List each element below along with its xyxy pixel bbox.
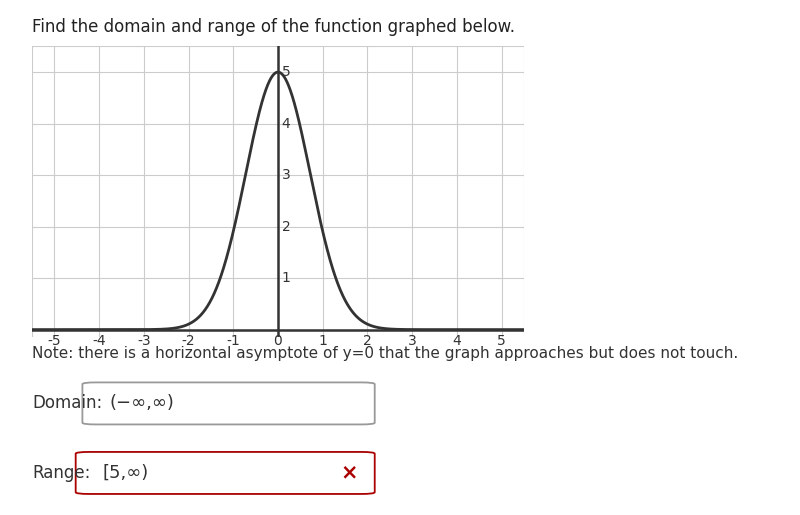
FancyBboxPatch shape	[82, 383, 374, 424]
Text: 1: 1	[318, 334, 327, 348]
FancyBboxPatch shape	[76, 452, 374, 494]
Text: 4: 4	[453, 334, 462, 348]
Text: -1: -1	[226, 334, 240, 348]
Text: 3: 3	[282, 168, 290, 182]
Text: -3: -3	[137, 334, 150, 348]
Text: 2: 2	[282, 219, 290, 234]
Text: 1: 1	[282, 271, 290, 285]
Text: (−∞,∞): (−∞,∞)	[110, 394, 174, 412]
Text: Find the domain and range of the function graphed below.: Find the domain and range of the functio…	[32, 18, 515, 36]
Text: [5,∞): [5,∞)	[102, 464, 149, 482]
Text: -5: -5	[47, 334, 61, 348]
Text: 4: 4	[282, 116, 290, 131]
Text: Range:: Range:	[32, 464, 90, 482]
Text: 5: 5	[282, 65, 290, 79]
Text: Domain:: Domain:	[32, 394, 102, 412]
Text: 2: 2	[363, 334, 372, 348]
Text: 5: 5	[498, 334, 506, 348]
Text: -4: -4	[92, 334, 106, 348]
Text: 3: 3	[408, 334, 417, 348]
Text: Note: there is a horizontal asymptote of y=0 that the graph approaches but does : Note: there is a horizontal asymptote of…	[32, 346, 738, 361]
Text: 0: 0	[274, 334, 282, 348]
Text: ×: ×	[341, 462, 358, 483]
Text: -2: -2	[182, 334, 195, 348]
